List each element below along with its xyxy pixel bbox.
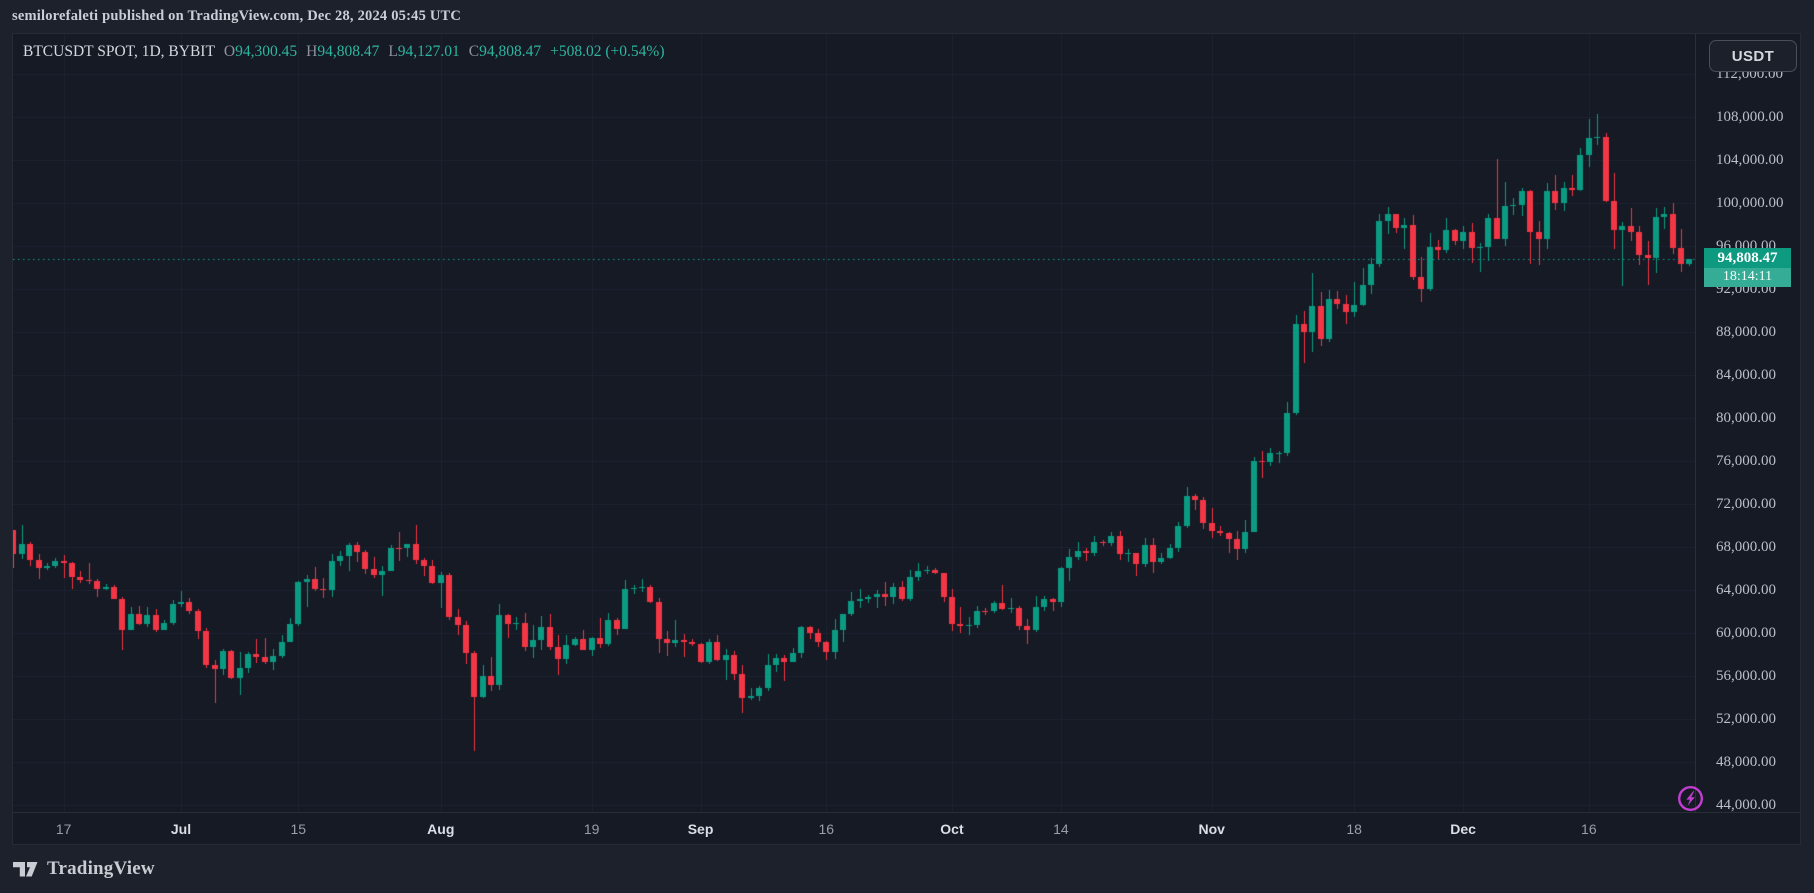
- price-axis[interactable]: 112,000.00 108,000.00 104,000.00 100,000.00…: [1695, 34, 1800, 814]
- price-tick-label: 104,000.00: [1716, 151, 1784, 168]
- price-tick-label: 44,000.00: [1716, 797, 1776, 814]
- tradingview-brand-text[interactable]: TradingView: [47, 858, 155, 879]
- price-tick-label: 52,000.00: [1716, 711, 1776, 727]
- price-tick-label: 84,000.00: [1716, 366, 1776, 383]
- price-tick-label: 48,000.00: [1716, 754, 1776, 771]
- time-tick-label: 16: [818, 821, 835, 837]
- price-tick-label: 76,000.00: [1716, 452, 1776, 469]
- last-price-value: 94,808.47: [1704, 247, 1791, 268]
- time-tick-label: Aug: [427, 821, 455, 837]
- footer-bar: TradingView: [0, 845, 1814, 893]
- price-tick-label: 60,000.00: [1716, 624, 1776, 641]
- publish-bar: semilorefaleti published on TradingView.…: [0, 0, 1814, 33]
- price-tick-label: 108,000.00: [1716, 108, 1784, 125]
- time-tick-label: 15: [290, 821, 307, 837]
- time-axis[interactable]: 17 Jul 15 Aug 19 Sep 16 Oct 14 Nov 18 Dec 16: [13, 812, 1800, 844]
- currency-toggle-button[interactable]: USDT: [1709, 40, 1797, 72]
- chart-panel: BTCUSDT SPOT, 1D, BYBIT O94,300.45 H94,808…: [12, 33, 1801, 845]
- ohlc-low-key: L: [388, 43, 398, 60]
- ohlc-low-value: 94,127.01: [397, 43, 460, 60]
- time-tick-label: 14: [1053, 821, 1069, 837]
- time-tick-label: 16: [1581, 821, 1597, 837]
- price-tick-label: 64,000.00: [1716, 581, 1776, 598]
- ohlc-high-key: H: [306, 43, 318, 60]
- price-tick-label: 68,000.00: [1716, 538, 1776, 555]
- time-tick-label: Sep: [687, 821, 714, 837]
- time-tick-label: Dec: [1450, 821, 1476, 837]
- bar-countdown: 18:14:11: [1704, 267, 1791, 287]
- time-tick-label: Jul: [170, 821, 192, 837]
- currency-toggle-label: USDT: [1731, 47, 1775, 65]
- ohlc-open-value: 94,300.45: [235, 43, 298, 60]
- tradingview-logo-icon[interactable]: [13, 861, 38, 877]
- change-value: +508.02 (+0.54%): [550, 43, 665, 60]
- ohlc-close-key: C: [468, 43, 480, 60]
- last-price-label: 94,808.47 18:14:11: [1704, 247, 1791, 287]
- ohlc-close-value: 94,808.47: [479, 43, 542, 60]
- symbol-title[interactable]: BTCUSDT SPOT, 1D, BYBIT: [23, 43, 215, 60]
- price-tick-label: 88,000.00: [1716, 323, 1776, 340]
- boost-lightning-icon[interactable]: [1677, 785, 1704, 817]
- ohlc-high-value: 94,808.47: [317, 43, 380, 60]
- time-tick-label: 17: [55, 821, 72, 837]
- symbol-legend: BTCUSDT SPOT, 1D, BYBIT O94,300.45 H94,808…: [23, 43, 664, 61]
- candlestick-chart-canvas[interactable]: [13, 34, 1695, 812]
- time-tick-label: Nov: [1198, 821, 1225, 837]
- price-tick-label: 80,000.00: [1716, 409, 1776, 426]
- time-tick-label: Oct: [940, 821, 964, 837]
- publish-info: semilorefaleti published on TradingView.…: [12, 8, 462, 24]
- price-tick-label: 100,000.00: [1716, 194, 1784, 211]
- time-tick-label: 19: [583, 821, 600, 837]
- time-tick-label: 18: [1346, 821, 1362, 837]
- price-tick-label: 72,000.00: [1716, 495, 1776, 512]
- ohlc-open-key: O: [223, 43, 236, 60]
- price-tick-label: 56,000.00: [1716, 667, 1776, 684]
